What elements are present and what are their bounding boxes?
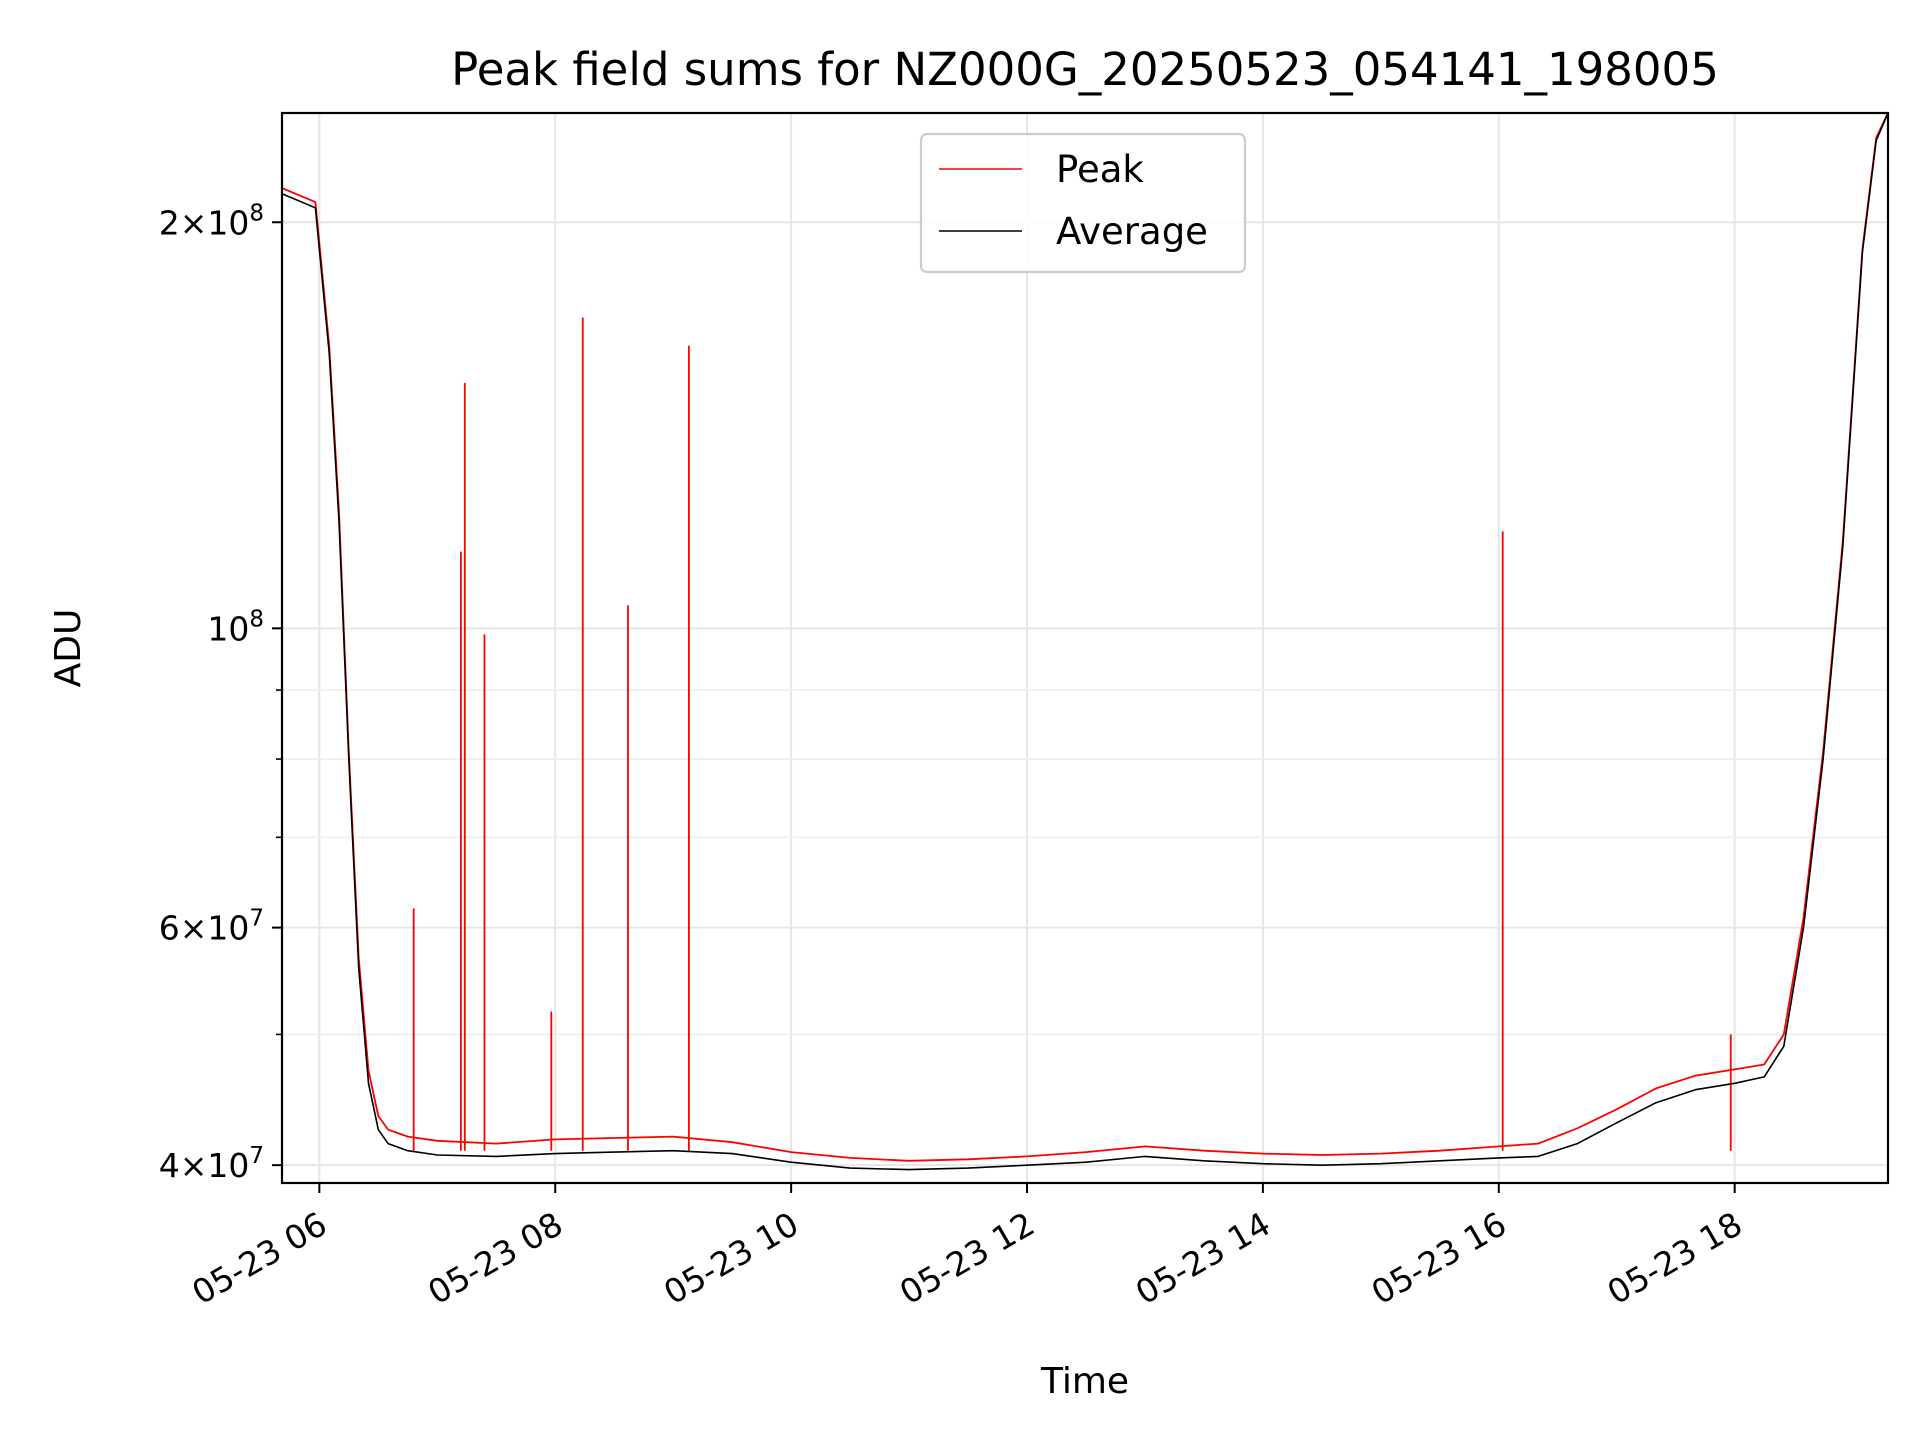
legend: Peak Average	[919, 132, 1247, 274]
y-axis-label: ADU	[48, 609, 89, 688]
y-tick-label: 4×107	[159, 1143, 264, 1185]
y-tick-label: 6×107	[159, 906, 264, 948]
series-peak-line	[282, 113, 1888, 1162]
legend-label-average: Average	[1056, 210, 1208, 253]
chart-title: Peak field sums for NZ000G_20250523_0541…	[451, 43, 1719, 96]
series-layer	[282, 113, 1888, 1171]
y-tick-label: 108	[207, 606, 264, 648]
x-axis-label: Time	[1040, 1361, 1129, 1402]
y-tick-label: 2×108	[159, 200, 264, 242]
plot-frame	[280, 111, 1890, 1185]
y-axis-ticks: 4×107 6×107 108 2×108	[159, 200, 282, 1185]
series-average-line	[282, 113, 1888, 1171]
legend-label-peak: Peak	[1056, 148, 1144, 191]
